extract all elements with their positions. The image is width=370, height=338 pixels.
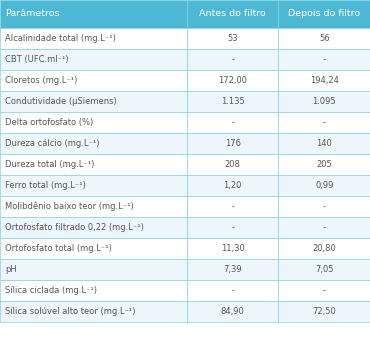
Text: 140: 140 <box>316 139 332 148</box>
Bar <box>279 91 370 112</box>
Text: 0,99: 0,99 <box>315 181 333 190</box>
Bar <box>0 133 187 154</box>
Text: Antes do filtro: Antes do filtro <box>199 9 266 19</box>
Text: 56: 56 <box>319 34 330 43</box>
Text: Sílica ciclada (mg.L⁻¹): Sílica ciclada (mg.L⁻¹) <box>5 286 97 295</box>
Bar <box>0 175 187 196</box>
Bar <box>0 280 187 301</box>
Text: 84,90: 84,90 <box>221 307 245 316</box>
Text: 1,20: 1,20 <box>223 181 242 190</box>
Bar <box>279 196 370 217</box>
Bar <box>187 49 279 70</box>
Bar <box>279 70 370 91</box>
Bar <box>187 0 279 28</box>
Text: 176: 176 <box>225 139 241 148</box>
Bar <box>187 259 279 280</box>
Text: Parâmetros: Parâmetros <box>5 9 60 19</box>
Text: Condutividade (μSiemens): Condutividade (μSiemens) <box>5 97 117 106</box>
Text: 7,05: 7,05 <box>315 265 333 274</box>
Bar <box>187 91 279 112</box>
Bar <box>187 133 279 154</box>
Bar <box>187 196 279 217</box>
Bar <box>279 259 370 280</box>
Bar <box>187 154 279 175</box>
Bar <box>0 112 187 133</box>
Text: 7,39: 7,39 <box>223 265 242 274</box>
Bar <box>187 301 279 322</box>
Text: -: - <box>231 118 234 127</box>
Text: 11,30: 11,30 <box>221 244 245 253</box>
Text: Dureza total (mg.L⁻¹): Dureza total (mg.L⁻¹) <box>5 160 94 169</box>
Text: Delta ortofosfato (%): Delta ortofosfato (%) <box>5 118 93 127</box>
Text: -: - <box>323 286 326 295</box>
Text: -: - <box>323 202 326 211</box>
Bar <box>279 301 370 322</box>
Text: -: - <box>323 55 326 64</box>
Bar <box>0 91 187 112</box>
Text: -: - <box>231 286 234 295</box>
Bar <box>279 175 370 196</box>
Text: Ortofosfato total (mg.L⁻¹): Ortofosfato total (mg.L⁻¹) <box>5 244 112 253</box>
Bar <box>0 154 187 175</box>
Text: CBT (UFC.ml⁻¹): CBT (UFC.ml⁻¹) <box>5 55 68 64</box>
Bar <box>279 154 370 175</box>
Text: 53: 53 <box>227 34 238 43</box>
Bar <box>0 196 187 217</box>
Bar <box>0 0 187 28</box>
Bar <box>0 49 187 70</box>
Bar <box>187 217 279 238</box>
Bar <box>279 49 370 70</box>
Text: Molibdênio baixo teor (mg.L⁻¹): Molibdênio baixo teor (mg.L⁻¹) <box>5 202 134 211</box>
Bar <box>0 301 187 322</box>
Text: Ortofosfato filtrado 0,22 (mg.L⁻¹): Ortofosfato filtrado 0,22 (mg.L⁻¹) <box>5 223 144 232</box>
Text: -: - <box>323 118 326 127</box>
Text: pH: pH <box>5 265 17 274</box>
Bar <box>0 259 187 280</box>
Text: 1.135: 1.135 <box>221 97 245 106</box>
Text: Alcalinidade total (mg.L⁻¹): Alcalinidade total (mg.L⁻¹) <box>5 34 116 43</box>
Text: Ferro total (mg.L⁻¹): Ferro total (mg.L⁻¹) <box>5 181 86 190</box>
Text: -: - <box>323 223 326 232</box>
Text: Sílica solúvel alto teor (mg.L⁻¹): Sílica solúvel alto teor (mg.L⁻¹) <box>5 307 135 316</box>
Bar <box>187 280 279 301</box>
Bar <box>0 238 187 259</box>
Bar <box>187 70 279 91</box>
Text: 194,24: 194,24 <box>310 76 339 85</box>
Text: 1.095: 1.095 <box>312 97 336 106</box>
Bar <box>279 112 370 133</box>
Text: 20,80: 20,80 <box>312 244 336 253</box>
Text: -: - <box>231 55 234 64</box>
Bar <box>187 112 279 133</box>
Text: Dureza cálcio (mg.L⁻¹): Dureza cálcio (mg.L⁻¹) <box>5 139 100 148</box>
Bar <box>279 28 370 49</box>
Text: -: - <box>231 223 234 232</box>
Bar <box>0 217 187 238</box>
Bar <box>0 28 187 49</box>
Bar <box>187 238 279 259</box>
Text: Cloretos (mg.L⁻¹): Cloretos (mg.L⁻¹) <box>5 76 77 85</box>
Bar <box>279 0 370 28</box>
Text: 208: 208 <box>225 160 241 169</box>
Bar <box>279 133 370 154</box>
Text: 172,00: 172,00 <box>218 76 247 85</box>
Text: -: - <box>231 202 234 211</box>
Bar <box>187 175 279 196</box>
Bar <box>279 280 370 301</box>
Text: Depois do filtro: Depois do filtro <box>288 9 360 19</box>
Text: 72,50: 72,50 <box>312 307 336 316</box>
Bar <box>279 238 370 259</box>
Bar <box>0 70 187 91</box>
Text: 205: 205 <box>316 160 332 169</box>
Bar <box>279 217 370 238</box>
Bar <box>187 28 279 49</box>
